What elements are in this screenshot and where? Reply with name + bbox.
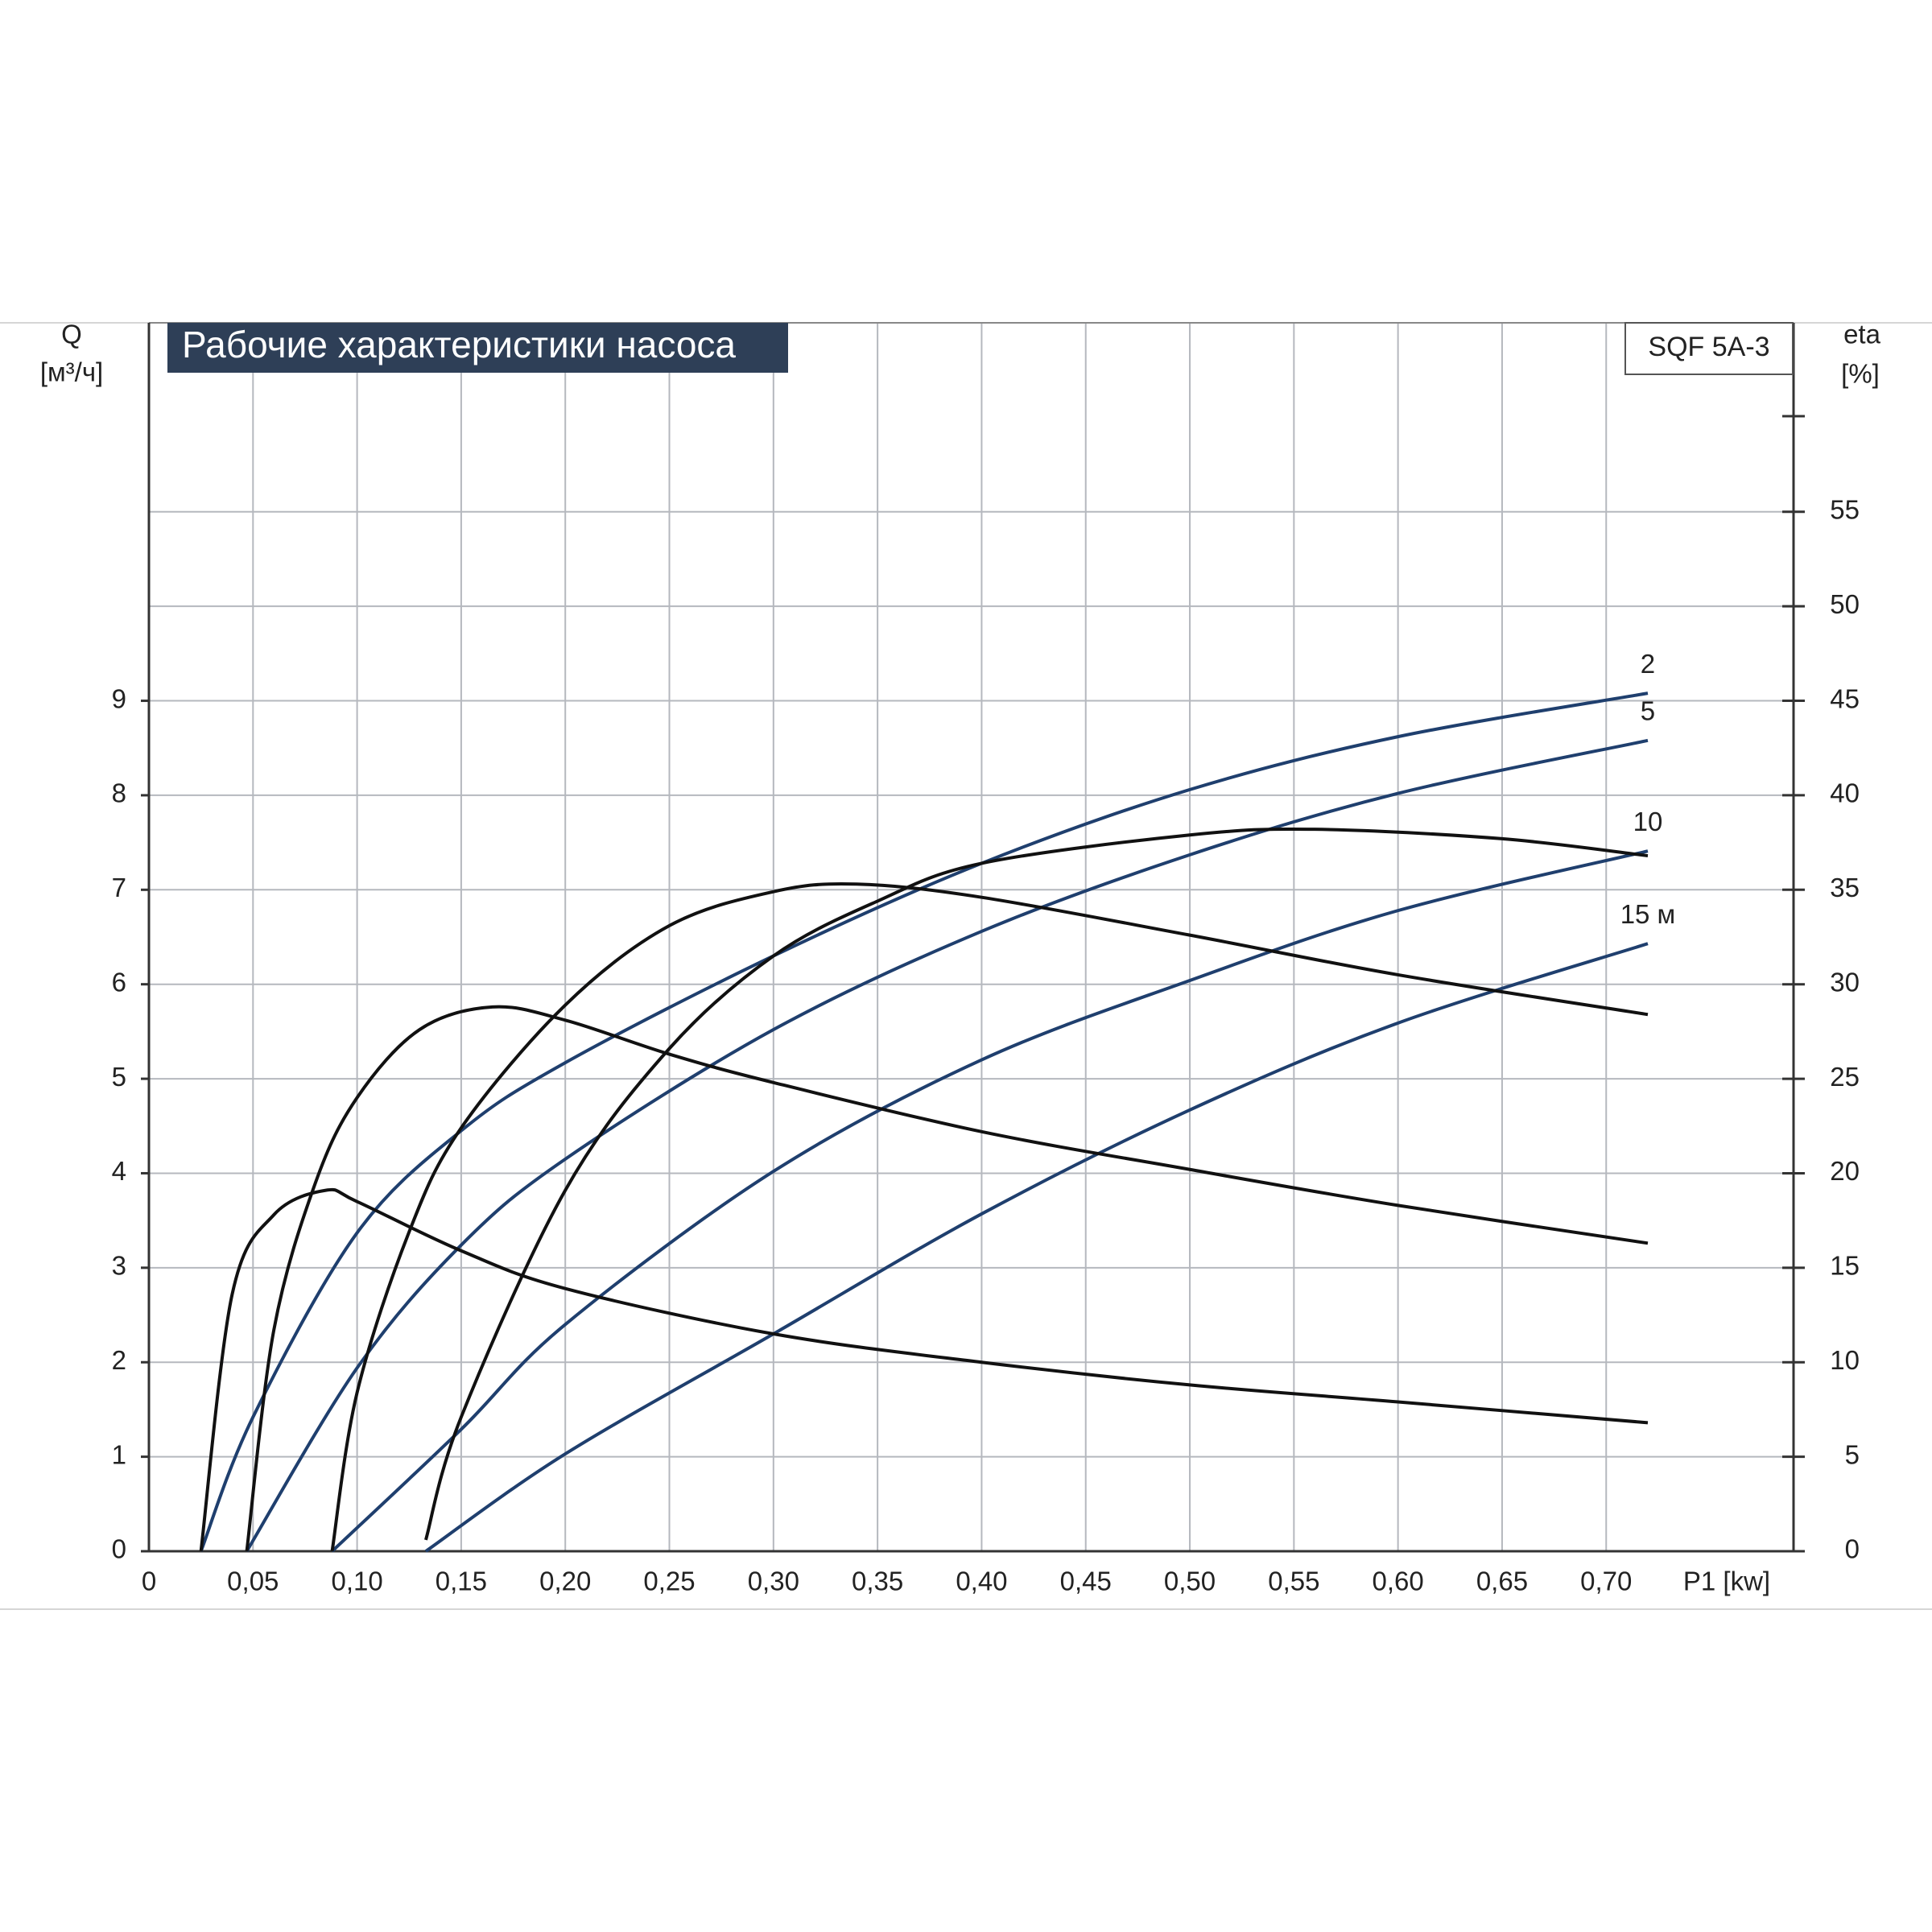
y2-tick-label: 0 — [1845, 1534, 1860, 1564]
y-tick-label: 8 — [112, 778, 126, 808]
y-tick-label: 6 — [112, 967, 126, 997]
chart-title: Рабочие характеристики насоса — [182, 324, 736, 365]
series-line — [199, 691, 1649, 1552]
x-tick-label: 0,25 — [643, 1567, 695, 1596]
title-box — [167, 323, 788, 373]
y2-tick-label: 10 — [1830, 1345, 1860, 1375]
x-tick-label: 0,45 — [1060, 1567, 1112, 1596]
x-tick-label: 0,40 — [956, 1567, 1007, 1596]
y-axis-unit: [м³/ч] — [40, 357, 103, 387]
y2-tick-label: 30 — [1830, 967, 1860, 997]
x-tick-label: 0,60 — [1373, 1567, 1424, 1596]
x-tick-label: 0,05 — [227, 1567, 279, 1596]
x-tick-label: 0,70 — [1580, 1567, 1632, 1596]
y-tick-label: 2 — [112, 1345, 126, 1375]
curve-label: 10 — [1633, 807, 1663, 836]
curve-label: 5 — [1641, 696, 1655, 726]
x-tick-label: 0,10 — [331, 1567, 382, 1596]
series-line — [331, 849, 1649, 1553]
y-tick-label: 0 — [112, 1534, 126, 1564]
y-tick-label: 1 — [112, 1439, 126, 1469]
x-axis-label: P1 [kw] — [1683, 1567, 1770, 1596]
model: SQF 5A-3 — [1648, 332, 1769, 362]
y2-tick-label: 50 — [1830, 589, 1860, 619]
curve-label: 15 м — [1620, 899, 1676, 929]
y2-tick-label: 35 — [1830, 873, 1860, 902]
y2-tick-label: 15 — [1830, 1251, 1860, 1281]
x-tick-label: 0,50 — [1164, 1567, 1216, 1596]
curve-label: 2 — [1641, 649, 1655, 679]
series-line — [424, 942, 1649, 1553]
x-tick-label: 0 — [142, 1567, 156, 1596]
y2-tick-label: 25 — [1830, 1062, 1860, 1092]
y2-tick-label: 55 — [1830, 494, 1860, 524]
x-tick-label: 0,65 — [1476, 1567, 1528, 1596]
y2-tick-label: 40 — [1830, 778, 1860, 808]
series-line — [424, 827, 1649, 1541]
y-axis-label: Q — [61, 320, 82, 349]
series-line — [330, 881, 1649, 1552]
y-tick-label: 4 — [112, 1156, 126, 1186]
x-tick-label: 0,20 — [539, 1567, 591, 1596]
y-tick-label: 9 — [112, 683, 126, 713]
y-tick-label: 7 — [112, 873, 126, 902]
x-tick-label: 0,30 — [748, 1567, 799, 1596]
y2-tick-label: 45 — [1830, 683, 1860, 713]
x-tick-label: 0,15 — [436, 1567, 487, 1596]
x-tick-label: 0,35 — [852, 1567, 903, 1596]
y2-tick-label: 20 — [1830, 1156, 1860, 1186]
series-line — [245, 738, 1649, 1553]
y2-tick-label: 5 — [1845, 1439, 1860, 1469]
y-tick-label: 3 — [112, 1251, 126, 1281]
series-line — [245, 1005, 1649, 1552]
series-line — [199, 1187, 1649, 1552]
model-box — [1624, 322, 1794, 375]
y2-axis-label: eta — [1843, 320, 1881, 349]
y-tick-label: 5 — [112, 1062, 126, 1092]
x-tick-label: 0,55 — [1268, 1567, 1319, 1596]
y2-axis-unit: [%] — [1841, 359, 1880, 389]
